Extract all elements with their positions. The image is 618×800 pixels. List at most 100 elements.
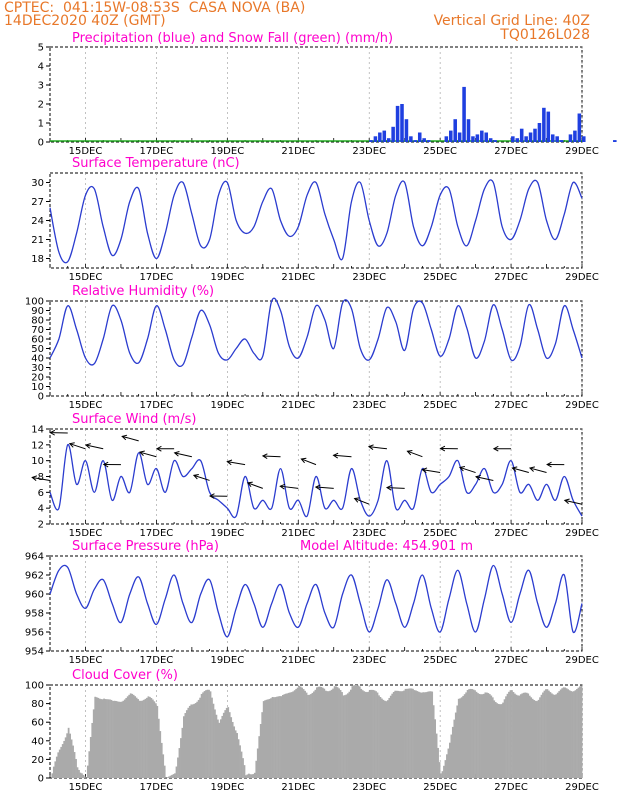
cloud-bar [91, 722, 94, 778]
cloud-bar [531, 698, 534, 778]
cloud-bar [351, 686, 354, 778]
precip-bar [453, 119, 457, 142]
panel-5-ytick-label: 60 [31, 718, 44, 729]
cloud-bar [261, 712, 264, 778]
wind-arrow-head [458, 466, 465, 472]
wind-arrow-head [208, 493, 215, 499]
cloud-bar [342, 695, 345, 778]
cloud-bar [407, 688, 410, 778]
cloud-bar [471, 689, 473, 778]
panel-2-ytick-label: 70 [31, 325, 44, 336]
cloud-bar [236, 733, 238, 778]
wind-arrow-head [492, 445, 499, 452]
panel-4-frame [49, 555, 583, 652]
cloud-bar [441, 771, 444, 778]
cloud-bar [515, 694, 518, 778]
panel-3-title: Surface Wind (m/s) [72, 412, 196, 427]
cloud-bar [388, 697, 391, 778]
cloud-bar [282, 694, 284, 778]
cloud-bar [335, 686, 337, 778]
cloud-bar [296, 687, 299, 778]
cloud-bar [132, 694, 135, 778]
panel-1-ytick-label: 30 [31, 178, 44, 189]
precip-bar [488, 138, 493, 142]
panel-2-ytick-label: 90 [31, 306, 44, 317]
cloud-bar [146, 697, 148, 778]
cloud-bar [107, 699, 110, 778]
precip-bar [391, 126, 395, 142]
cloud-bar [292, 691, 295, 778]
cloud-bar [110, 699, 113, 778]
cloud-bar [338, 688, 340, 778]
panel-2-ytick-label: 0 [38, 392, 44, 403]
cloud-bar [412, 688, 414, 778]
cloud-bar [194, 703, 197, 778]
cloud-bar [395, 690, 398, 778]
panel-4-series-line [49, 564, 583, 638]
cloud-bar [82, 774, 85, 778]
panel-2-xtick-label: 15DEC [69, 400, 103, 411]
cloud-bar [519, 694, 522, 778]
cloud-bar [177, 757, 179, 778]
cloud-bar [570, 691, 572, 778]
cloud-bar [488, 694, 491, 778]
cloud-bar [420, 692, 423, 778]
header-grid-line: Vertical Grid Line: 40Z [433, 13, 590, 29]
panel-5-ytick-label: 100 [25, 681, 44, 692]
precip-bar [413, 140, 418, 142]
panel-3-ytick-label: 14 [31, 425, 44, 436]
cloud-bar [357, 685, 360, 778]
cloud-bar [549, 692, 552, 778]
cloud-bar [379, 697, 382, 778]
cloud-bar [144, 698, 147, 778]
cloud-bar [542, 692, 544, 778]
cloud-bar [116, 701, 119, 778]
wind-arrow-head [563, 498, 570, 505]
cloud-bar [196, 701, 199, 778]
precip-bar [378, 132, 382, 142]
wind-arrow [422, 469, 441, 474]
cloud-bar [138, 700, 141, 778]
cloud-bar [112, 700, 114, 778]
cloud-bar [561, 688, 564, 778]
cloud-bar [293, 690, 296, 778]
cloud-bar [422, 692, 425, 778]
cloud-bar [180, 738, 182, 778]
cloud-bar [104, 699, 107, 778]
panel-1-ytick-label: 21 [31, 235, 44, 246]
cloud-bar [333, 686, 336, 778]
cloud-bar [131, 693, 134, 778]
cloud-bar [349, 689, 352, 778]
panel-0-ytick-label: 5 [38, 43, 44, 54]
panel-0-title: Precipitation (blue) and Snow Fall (gree… [72, 31, 393, 46]
cloud-bar [246, 774, 249, 778]
cloud-bar [287, 692, 290, 778]
precip-bar [537, 123, 542, 142]
panel-2-xtick-label: 23DEC [352, 400, 386, 411]
cloud-bar [255, 760, 258, 778]
cloud-bar [314, 689, 317, 778]
cloud-bar [491, 697, 494, 778]
cloud-bar [67, 727, 70, 778]
cloud-bar [556, 692, 559, 778]
wind-arrow-head [367, 444, 374, 450]
precip-bar [542, 107, 546, 142]
panel-2-xtick-label: 27DEC [494, 400, 528, 411]
cloud-bar [497, 703, 500, 778]
wind-arrow [512, 467, 529, 474]
cloud-bar [321, 687, 324, 778]
wind-arrow-head [155, 445, 162, 452]
panel-0-xtick-label: 17DEC [140, 146, 174, 157]
precip-bar [577, 113, 582, 142]
precip-bar [533, 128, 537, 142]
cloud-bar [159, 731, 162, 778]
cloud-bar [75, 758, 77, 778]
panel-2-ytick-label: 100 [25, 297, 44, 308]
cloud-bar [525, 692, 528, 778]
precip-bar [404, 119, 409, 142]
cloud-bar [230, 717, 233, 778]
cloud-bar [181, 727, 184, 778]
panel-0-xtick-label: 25DEC [423, 146, 457, 157]
header-station: CPTEC: 041:15W-08:53S CASA NOVA (BA) [4, 0, 306, 16]
